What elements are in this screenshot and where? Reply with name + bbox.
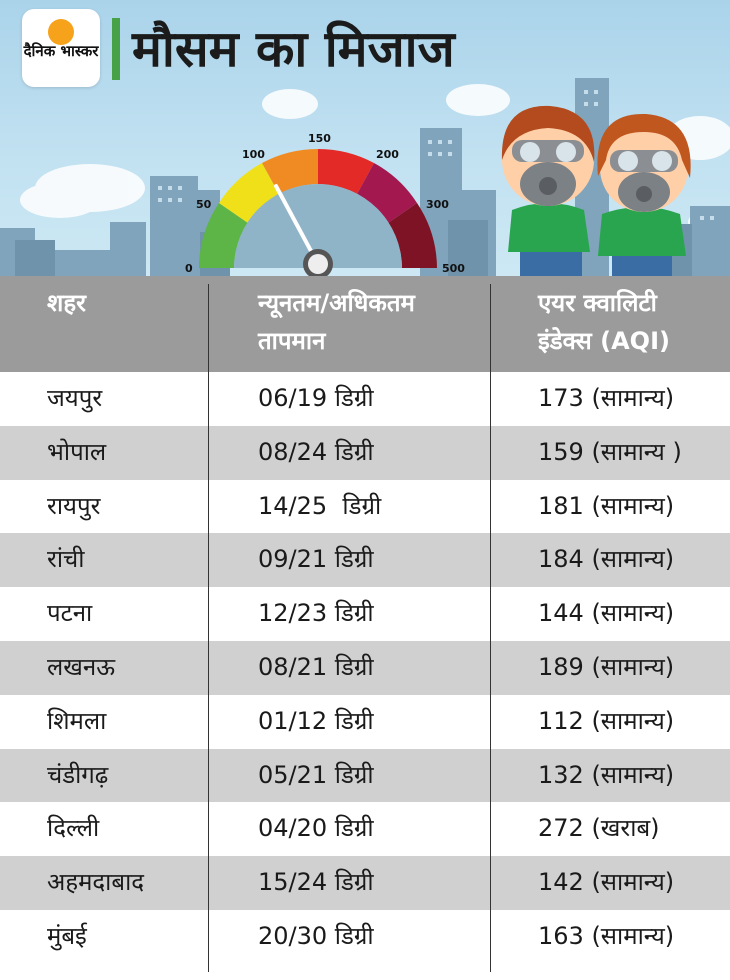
gauge-tick-50: 50 — [196, 198, 212, 211]
temperature-cell: 05/21 डिग्री — [258, 760, 374, 789]
aqi-cell: 144 (सामान्य) — [538, 599, 675, 628]
table-row: रायपुर 14/25 डिग्री 181 (सामान्य) — [0, 479, 730, 534]
gauge-tick-200: 200 — [376, 148, 399, 161]
temperature-cell: 08/21 डिग्री — [258, 653, 374, 681]
aqi-cell: 189 (सामान्य) — [538, 653, 675, 681]
clouds — [20, 84, 730, 234]
header-aqi-line2: इंडेक्स (AQI) — [538, 327, 670, 355]
city-cell: शिमला — [47, 706, 107, 735]
temperature-cell: 20/30 डिग्री — [258, 922, 374, 950]
table-row: शिमला 01/12 डिग्री 112 (सामान्य) — [0, 694, 730, 749]
header-aqi-line1: एयर क्वालिटी — [538, 289, 657, 317]
temperature-cell: 15/24 डिग्री — [258, 868, 374, 897]
gauge-tick-100: 100 — [242, 148, 265, 161]
header-aqi: एयर क्वालिटी इंडेक्स (AQI) — [538, 284, 670, 360]
temperature-cell: 12/23 डिग्री — [258, 599, 374, 628]
weather-table: शहर न्यूनतम/अधिकतम तापमान एयर क्वालिटी इ… — [0, 276, 730, 980]
sun-icon — [48, 19, 74, 45]
city-cell: पटना — [47, 599, 93, 628]
gauge-tick-0: 0 — [185, 262, 193, 275]
city-cell: अहमदाबाद — [47, 868, 145, 897]
page-title: मौसम का मिजाज — [132, 20, 455, 78]
aqi-cell: 184 (सामान्य) — [538, 545, 675, 574]
building-windows — [158, 90, 714, 220]
gauge-tick-150: 150 — [308, 132, 331, 145]
gauge-tick-300: 300 — [426, 198, 449, 211]
city-skyline-illustration — [0, 78, 730, 276]
title-accent-bar — [112, 18, 120, 80]
header-illustration: 0 50 100 150 200 300 500 दैनिक भास्कर मौ… — [0, 0, 730, 276]
aqi-cell: 173 (सामान्य) — [538, 384, 675, 412]
child-with-mask-right — [597, 113, 691, 276]
temperature-cell: 08/24 डिग्री — [258, 437, 374, 466]
table-row: पटना 12/23 डिग्री 144 (सामान्य) — [0, 587, 730, 641]
city-cell: जयपुर — [47, 384, 103, 412]
aqi-cell: 132 (सामान्य) — [538, 760, 675, 789]
table-header: शहर न्यूनतम/अधिकतम तापमान एयर क्वालिटी इ… — [0, 276, 730, 372]
table-row: जयपुर 06/19 डिग्री 173 (सामान्य) — [0, 372, 730, 426]
table-row: लखनऊ 08/21 डिग्री 189 (सामान्य) — [0, 641, 730, 695]
temperature-cell: 14/25 डिग्री — [258, 491, 382, 520]
aqi-cell: 159 (सामान्य ) — [538, 437, 682, 466]
header-temperature-line1: न्यूनतम/अधिकतम — [258, 289, 415, 317]
table-row: अहमदाबाद 15/24 डिग्री 142 (सामान्य) — [0, 856, 730, 910]
brand-logo: दैनिक भास्कर — [22, 9, 100, 87]
temperature-cell: 04/20 डिग्री — [258, 814, 374, 843]
city-cell: मुंबई — [47, 922, 87, 950]
city-cell: भोपाल — [47, 437, 107, 466]
aqi-cell: 142 (सामान्य) — [538, 868, 675, 897]
table-row: भोपाल 08/24 डिग्री 159 (सामान्य ) — [0, 425, 730, 480]
column-divider — [208, 284, 209, 972]
city-cell: रांची — [47, 545, 85, 574]
aqi-cell: 181 (सामान्य) — [538, 491, 675, 520]
temperature-cell: 09/21 डिग्री — [258, 545, 374, 574]
table-row: रांची 09/21 डिग्री 184 (सामान्य) — [0, 533, 730, 588]
header-temperature: न्यूनतम/अधिकतम तापमान — [258, 284, 415, 360]
table-row: मुंबई 20/30 डिग्री 163 (सामान्य) — [0, 910, 730, 964]
aqi-cell: 163 (सामान्य) — [538, 922, 675, 950]
gauge-tick-500: 500 — [442, 262, 465, 275]
aqi-gauge — [199, 149, 437, 276]
temperature-cell: 01/12 डिग्री — [258, 706, 374, 735]
city-cell: लखनऊ — [47, 653, 116, 681]
header-temperature-line2: तापमान — [258, 327, 326, 355]
aqi-cell: 272 (खराब) — [538, 814, 660, 843]
city-cell: चंडीगढ़ — [47, 760, 109, 789]
table-row: दिल्ली 04/20 डिग्री 272 (खराब) — [0, 802, 730, 857]
table-row: चंडीगढ़ 05/21 डिग्री 132 (सामान्य) — [0, 748, 730, 803]
header-city: शहर — [47, 289, 86, 317]
city-cell: दिल्ली — [47, 814, 100, 843]
brand-logo-text: दैनिक भास्कर — [23, 42, 99, 60]
aqi-cell: 112 (सामान्य) — [538, 706, 675, 735]
city-cell: रायपुर — [47, 491, 101, 520]
temperature-cell: 06/19 डिग्री — [258, 384, 374, 412]
child-with-mask-left — [501, 105, 595, 276]
column-divider — [490, 284, 491, 972]
